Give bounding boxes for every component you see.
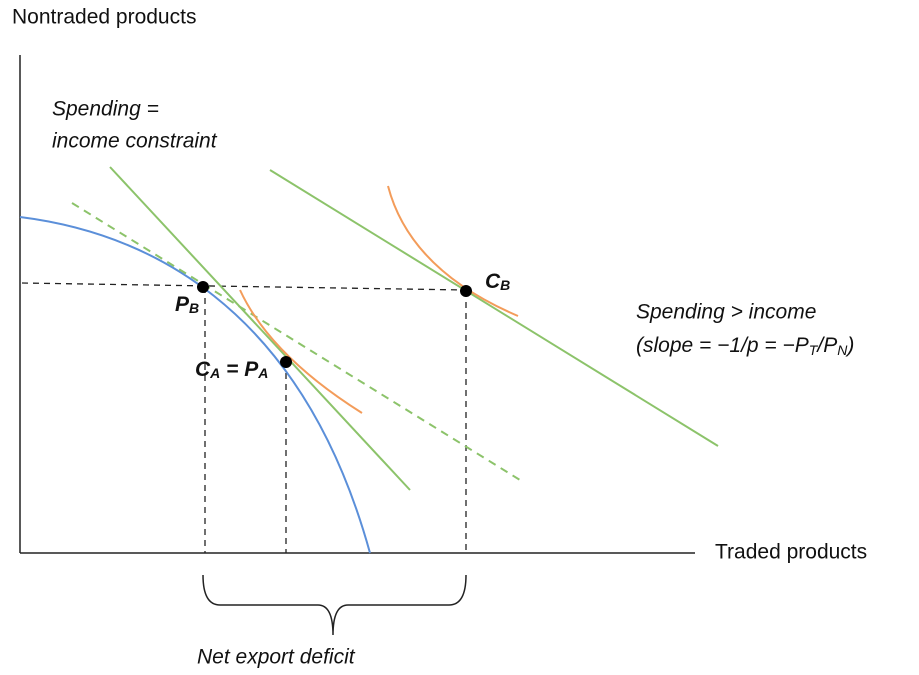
point-label: CB: [485, 270, 510, 293]
text: C: [195, 358, 211, 381]
brace: [202, 574, 467, 636]
text: B: [500, 277, 510, 293]
text: /P: [815, 334, 837, 357]
budget-line: [109, 166, 411, 491]
point-label: PB: [175, 293, 199, 316]
text: ): [844, 334, 854, 357]
point: [460, 285, 472, 297]
text: P: [175, 293, 190, 316]
point: [280, 356, 292, 368]
dashed-line: [71, 202, 521, 481]
text: B: [189, 300, 199, 316]
text: T: [809, 342, 819, 358]
spending-line: [269, 169, 719, 447]
guides: [21, 282, 467, 553]
indifference-curve: [387, 185, 519, 317]
text: =: [220, 358, 244, 381]
text: A: [209, 365, 220, 381]
annotation: Spending > income: [636, 301, 816, 324]
text: C: [485, 270, 501, 293]
text: (slope = −1/p = −P: [636, 334, 809, 357]
indifference-curve: [239, 289, 363, 414]
annotation: Net export deficit: [197, 646, 356, 669]
point-label: CA = PA: [195, 358, 268, 381]
text: N: [837, 342, 848, 358]
ppf-curve: [19, 216, 371, 554]
x-axis-label: Traded products: [715, 541, 867, 564]
guide: [21, 282, 467, 291]
annotation: income constraint: [52, 130, 218, 153]
point: [197, 281, 209, 293]
text: A: [257, 365, 268, 381]
text: P: [244, 358, 259, 381]
y-axis-label: Nontraded products: [12, 6, 196, 29]
slope-note: (slope = −1/p = −PT/PN): [636, 334, 854, 358]
annotation: Spending =: [52, 98, 159, 121]
